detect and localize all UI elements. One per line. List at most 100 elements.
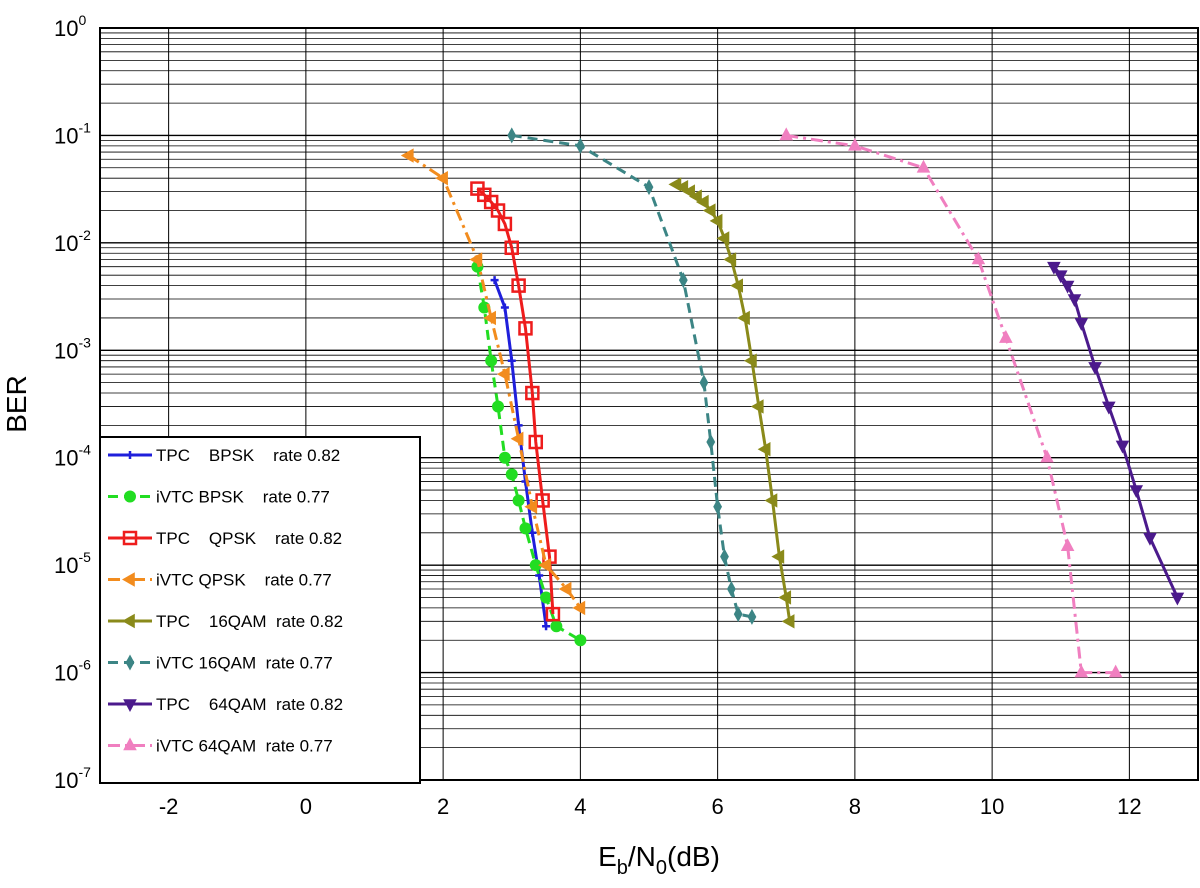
data-point	[490, 203, 506, 218]
legend-label: TPC 64QAM rate 0.82	[156, 695, 343, 714]
legend-entry: TPC 64QAM rate 0.82	[108, 695, 343, 714]
x-axis-title: Eb/N0(dB)	[598, 841, 720, 879]
data-point	[1067, 294, 1082, 308]
data-point	[848, 137, 862, 151]
data-point	[1088, 362, 1102, 375]
data-point	[485, 354, 498, 367]
data-point	[757, 442, 771, 457]
data-point	[524, 499, 538, 514]
data-point	[125, 654, 135, 671]
data-point	[771, 549, 785, 564]
data-point	[400, 148, 414, 163]
legend: TPC BPSK rate 0.82 iVTC BPSK rate 0.77 TPC…	[99, 436, 421, 784]
data-point	[510, 431, 524, 446]
series-6	[507, 127, 757, 625]
data-point	[695, 194, 709, 210]
data-point	[525, 385, 540, 401]
data-point	[572, 600, 586, 616]
data-point	[971, 251, 986, 265]
data-point	[550, 620, 563, 633]
data-point	[1047, 261, 1061, 275]
data-point	[999, 330, 1013, 343]
data-point	[720, 548, 729, 565]
data-point	[764, 493, 778, 508]
data-point	[730, 278, 744, 293]
data-point	[702, 203, 716, 218]
legend-entry: TPC BPSK rate 0.82	[108, 446, 340, 465]
data-point	[528, 434, 544, 450]
y-tick-label: 10-1	[54, 119, 91, 148]
data-point	[743, 353, 757, 368]
data-point	[558, 581, 572, 597]
data-point	[916, 159, 931, 173]
data-point	[122, 613, 135, 629]
x-tick-label: 4	[574, 794, 586, 819]
data-point	[126, 451, 134, 459]
data-point	[1060, 538, 1075, 552]
data-point	[644, 179, 654, 196]
data-point	[1074, 664, 1089, 678]
data-point	[713, 498, 723, 515]
legend-entry: iVTC 64QAM rate 0.77	[108, 737, 333, 756]
data-point	[507, 356, 516, 365]
data-point	[733, 606, 743, 623]
legend-entry: iVTC BPSK rate 0.77	[108, 488, 330, 507]
y-tick-label: 10-4	[54, 442, 91, 471]
data-point	[528, 528, 537, 537]
data-point	[689, 189, 702, 204]
data-point	[709, 213, 723, 229]
x-tick-label: 6	[712, 794, 724, 819]
data-point	[1115, 440, 1130, 454]
legend-entry: iVTC 16QAM rate 0.77	[108, 654, 333, 673]
data-point	[529, 559, 542, 572]
data-point	[540, 591, 553, 604]
data-point	[435, 170, 448, 186]
legend-entry: TPC 16QAM rate 0.82	[108, 612, 343, 631]
x-tick-label: 10	[980, 794, 1004, 819]
data-point	[507, 127, 517, 144]
data-point	[723, 252, 737, 267]
data-point	[538, 557, 551, 573]
series-line	[407, 154, 582, 609]
data-point	[1108, 664, 1123, 678]
data-point	[1074, 318, 1089, 331]
legend-label: iVTC BPSK rate 0.77	[156, 488, 330, 507]
series-8	[779, 127, 1123, 678]
y-tick-label: 10-2	[54, 227, 91, 256]
data-point	[668, 177, 682, 192]
data-point	[678, 272, 688, 289]
legend-label: TPC QPSK rate 0.82	[156, 529, 342, 548]
series-layer	[400, 127, 1185, 678]
data-point	[575, 137, 585, 154]
y-tick-label: 10-5	[54, 549, 91, 578]
data-point	[778, 590, 792, 605]
data-point	[498, 451, 511, 464]
data-point	[492, 400, 505, 413]
data-point	[512, 494, 525, 507]
data-point	[1143, 532, 1157, 546]
y-tick-label: 10-7	[54, 764, 91, 793]
data-point	[124, 490, 136, 503]
data-point	[747, 608, 757, 625]
data-point	[1170, 592, 1185, 606]
legend-label: iVTC 16QAM rate 0.77	[156, 654, 333, 673]
data-point	[483, 310, 496, 326]
y-tick-label: 100	[54, 12, 86, 41]
data-point	[122, 530, 138, 546]
x-tick-label: 0	[300, 794, 312, 819]
legend-entry: iVTC QPSK rate 0.77	[108, 571, 332, 590]
data-point	[737, 310, 750, 326]
data-point	[574, 634, 587, 647]
data-point	[518, 321, 533, 336]
data-point	[123, 737, 137, 751]
series-line	[675, 183, 792, 622]
data-point	[469, 252, 483, 267]
y-tick-label: 10-6	[54, 657, 91, 686]
legend-label: iVTC QPSK rate 0.77	[156, 571, 332, 590]
data-point	[496, 366, 510, 382]
tick-labels: -2 0 2 4 6 8 10 12 100 10-1 10-2 10-3 10-4 10-5 10-6 10…	[54, 12, 1142, 819]
series-4	[400, 148, 586, 616]
x-tick-label: 2	[437, 794, 449, 819]
data-point	[1101, 401, 1116, 415]
legend-label: TPC BPSK rate 0.82	[156, 446, 340, 465]
